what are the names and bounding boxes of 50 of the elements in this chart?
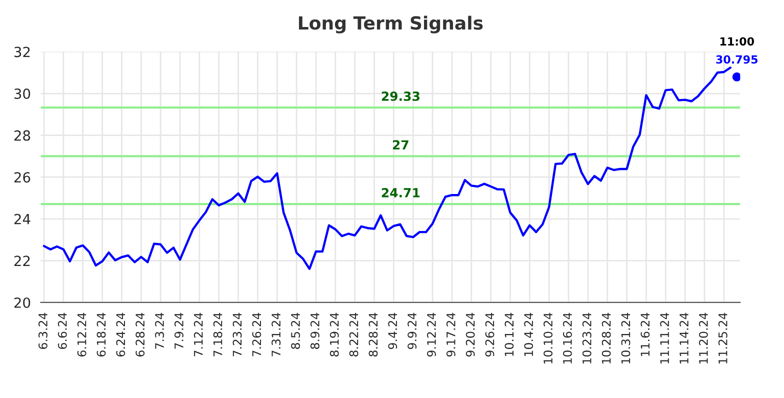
x-tick-label: 8.5.24 [291,312,300,349]
x-tick-label: 11.20.24 [698,312,708,364]
y-tick-label: 32 [14,46,30,58]
line-series [42,66,732,270]
x-tick-label: 10.23.24 [582,312,592,364]
x-tick-label: 10.4.24 [524,312,534,356]
x-tick-label: 10.10.24 [544,312,552,364]
x-tick-label: 9.12.24 [427,312,436,357]
x-tick-label: 9.9.24 [408,312,417,350]
x-tick-label: 6.6.24 [58,312,67,349]
x-tick-label: 7.3.24 [155,312,164,349]
y-tick-label: 26 [14,172,30,183]
y-tick-label: 28 [14,130,30,141]
x-tick-label: 9.17.24 [446,312,456,357]
x-tick-label: 7.26.24 [252,312,262,356]
x-tick-label: 7.12.24 [194,312,203,356]
x-tick-label: 8.9.24 [310,312,320,349]
x-tick-label: 10.16.24 [562,312,572,364]
x-tick-label: 9.20.24 [466,312,475,357]
data-label: 30.795 [716,55,758,64]
x-tick-label: 7.9.24 [174,312,184,349]
ref-line-label: 29.33 [382,91,420,101]
x-tick-label: 9.26.24 [485,312,494,357]
x-tick-label: 8.28.24 [368,312,378,356]
x-tick-label: 11.14.24 [680,312,688,364]
ref-line-label: 27 [392,140,408,150]
x-tick-label: 6.28.24 [136,312,145,356]
chart-title: Long Term Signals [298,16,483,34]
x-tick-label: 6.18.24 [96,312,106,356]
x-tick-label: 7.31.24 [272,312,281,356]
x-tick-label: 6.3.24 [38,312,48,349]
x-tick-label: 6.12.24 [77,312,86,356]
x-tick-label: 10.31.24 [621,312,630,364]
text: 11:00 [720,37,754,46]
ref-line-label: 24.71 [382,188,420,198]
y-tick-label: 22 [14,256,30,266]
x-tick-label: 7.23.24 [232,312,242,356]
x-tick-label: 10.28.24 [602,312,611,364]
x-tick-label: 7.18.24 [213,312,222,356]
x-tick-label: 11.25.24 [718,312,728,364]
x-tick-label: 8.19.24 [330,312,339,356]
y-tick-label: 20 [14,297,30,308]
x-tick-label: 10.1.24 [504,312,514,356]
x-tick-label: 11.6.24 [640,312,650,356]
x-tick-label: 8.22.24 [349,312,358,356]
y-tick-label: 24 [14,214,30,224]
x-tick-label: 6.24.24 [116,312,126,356]
y-tick-label: 30 [14,88,30,100]
x-tick-label: 11.11.24 [660,312,669,364]
x-tick-label: 9.4.24 [388,312,398,350]
